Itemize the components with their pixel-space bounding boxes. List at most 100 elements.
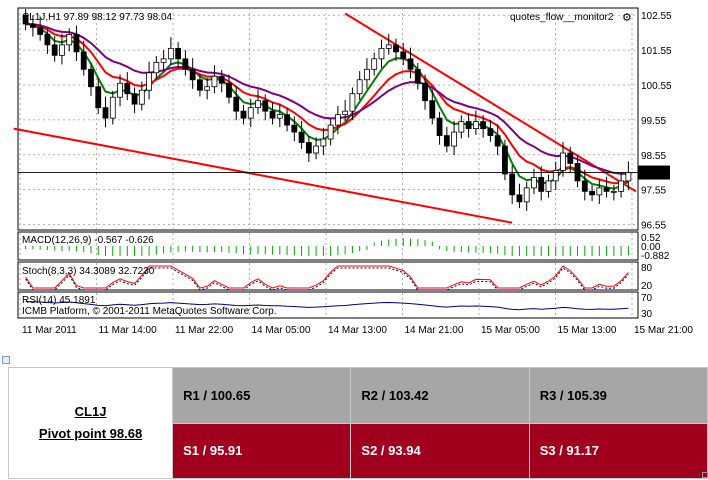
price-tick-label: 99.55 <box>641 116 666 127</box>
candle-body <box>502 145 508 175</box>
resistance-trendline <box>344 12 637 193</box>
candle-body <box>552 170 559 182</box>
candle-body <box>218 75 225 84</box>
candle-body <box>494 135 501 147</box>
candle-body <box>531 177 537 189</box>
pivot-point-label: Pivot point 98.68 <box>38 426 143 441</box>
candle-body <box>451 131 457 147</box>
candle-body <box>560 152 566 171</box>
candle-body <box>51 44 58 56</box>
candle-body <box>175 47 182 60</box>
price-tick-label: 97.55 <box>641 186 666 197</box>
candle-body <box>88 68 94 88</box>
candle-body <box>298 131 305 143</box>
candle-body <box>334 114 341 126</box>
candle-body <box>596 187 603 196</box>
candle-body <box>356 79 363 95</box>
rsi-line <box>25 301 629 311</box>
stoch-label: Stoch(8,3,3) 34.3089 32.7230 <box>22 266 155 277</box>
price-tick-label: 98.55 <box>641 151 666 162</box>
candle-body <box>73 34 80 53</box>
price-tick-label: 102.55 <box>641 11 672 22</box>
candle-body <box>313 145 320 154</box>
candle-body <box>393 44 399 53</box>
candle-body <box>458 121 465 133</box>
candle-body <box>240 110 247 119</box>
table-move-handle[interactable] <box>2 356 10 364</box>
time-tick-label: 11 Mar 22:00 <box>175 325 234 336</box>
gear-icon: ⚙ <box>622 11 632 24</box>
time-tick-label: 15 Mar 13:00 <box>558 325 617 336</box>
candle-body <box>422 82 428 102</box>
candle-body <box>349 93 356 112</box>
support-trendline <box>13 127 513 224</box>
candle-body <box>262 100 269 112</box>
candle-body <box>255 100 261 109</box>
candle-body <box>472 121 479 129</box>
candle-body <box>320 138 327 147</box>
s3-cell: S3 / 91.17 <box>528 422 708 479</box>
candle-body <box>44 34 51 46</box>
indicator-tick-label: 80 <box>641 263 653 274</box>
candle-body <box>305 142 312 154</box>
candle-body <box>610 190 617 193</box>
candle-body <box>465 121 472 129</box>
candle-body <box>291 124 298 133</box>
trendlines <box>13 12 637 224</box>
candle-body <box>342 110 349 116</box>
candle-body <box>226 82 232 98</box>
candle-body <box>618 180 625 192</box>
macd-label: MACD(12,26,9) -0.567 -0.626 <box>22 235 154 246</box>
rsi-label: RSI(14) 45.1891 <box>22 295 96 306</box>
candle-body <box>109 96 116 119</box>
time-tick-label: 11 Mar 2011 <box>22 325 77 336</box>
candle-body <box>29 23 36 28</box>
price-tick-label: 100.55 <box>641 81 672 92</box>
candle-body <box>167 47 174 60</box>
rsi-panel-frame <box>17 291 639 319</box>
candle-body <box>364 68 370 81</box>
candle-body <box>247 107 254 119</box>
candle-body <box>545 180 552 192</box>
symbol-label: CL1J <box>74 404 107 419</box>
time-tick-label: 15 Mar 05:00 <box>481 325 540 336</box>
candle-body <box>102 107 109 119</box>
resize-handle[interactable] <box>702 472 708 478</box>
candles <box>22 8 632 211</box>
price-tick-label: 96.55 <box>641 221 666 232</box>
indicator-tick-label: 30 <box>641 309 653 320</box>
candle-body <box>509 173 516 196</box>
indicators <box>25 238 629 311</box>
candle-body <box>146 72 152 91</box>
indicator-tick-label: 0.00 <box>641 242 661 253</box>
candle-body <box>603 187 610 192</box>
candle-body <box>66 34 73 46</box>
candle-body <box>22 14 29 25</box>
s1-cell: S1 / 95.91 <box>172 422 352 479</box>
s2-cell: S2 / 93.94 <box>350 422 530 479</box>
candle-body <box>117 82 123 98</box>
stoch-panel-frame <box>17 261 639 291</box>
r1-cell: R1 / 100.65 <box>172 367 352 424</box>
candle-body <box>153 61 160 74</box>
time-tick-label: 14 Mar 05:00 <box>252 325 311 336</box>
candle-body <box>625 172 632 182</box>
candle-body <box>327 124 334 140</box>
candle-body <box>160 58 167 63</box>
candle-body <box>487 128 494 136</box>
candle-body <box>189 68 196 81</box>
candle-body <box>400 51 407 60</box>
axes: 102.55 101.55 100.55 99.55 98.55 97.55 96.55 11… <box>18 11 693 336</box>
candle-body <box>80 51 87 70</box>
time-tick-label: 11 Mar 14:00 <box>99 325 158 336</box>
candle-body <box>523 187 530 203</box>
indicator-tick-label: 20 <box>641 281 653 292</box>
candle-body <box>567 152 574 164</box>
pivot-summary-cell: CL1J Pivot point 98.68 <box>7 367 174 479</box>
symbol-header: CL1J,H1 97.89 98.12 97.73 98.04 <box>22 12 173 23</box>
candle-body <box>414 68 421 84</box>
candle-body <box>371 58 378 70</box>
current-price-marker <box>638 165 670 180</box>
copyright-text: ICMB Platform, © 2001-2011 MetaQuotes So… <box>22 306 277 317</box>
candle-body <box>581 180 588 192</box>
